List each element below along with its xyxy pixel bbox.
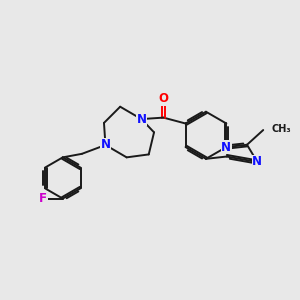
Text: N: N [221, 141, 231, 154]
Text: N: N [252, 155, 262, 169]
Text: N: N [100, 139, 110, 152]
Text: CH₃: CH₃ [272, 124, 291, 134]
Text: F: F [39, 192, 47, 205]
Text: N: N [136, 112, 146, 126]
Text: O: O [158, 92, 169, 105]
